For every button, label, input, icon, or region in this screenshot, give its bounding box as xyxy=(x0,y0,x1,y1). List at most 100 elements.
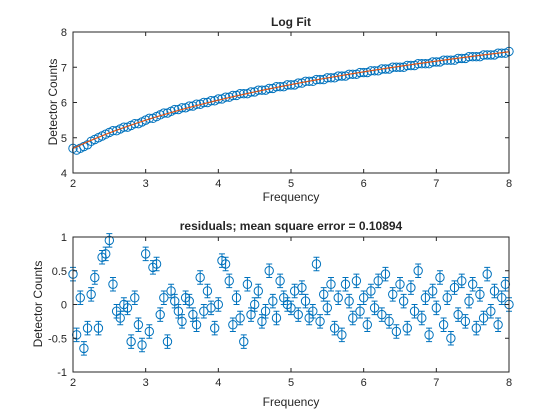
residual-point xyxy=(377,309,387,320)
residual-point xyxy=(369,303,380,313)
residual-point xyxy=(380,269,391,279)
residual-point xyxy=(210,323,220,333)
residual-point xyxy=(355,306,365,316)
residuals-y-tick-label: 0 xyxy=(61,300,67,312)
residual-point xyxy=(231,293,242,303)
residual-point xyxy=(348,313,358,323)
residual-point xyxy=(213,299,224,310)
residual-point xyxy=(115,313,125,323)
top-x-tick-label: 6 xyxy=(361,178,367,190)
residual-point xyxy=(446,333,456,343)
residual-point xyxy=(398,296,409,306)
residual-point xyxy=(170,296,180,306)
residual-point xyxy=(217,255,227,266)
top-plot: 2 3 4 5 6 7 8 4 5 6 7 8 Log Fit Frequency Detector … xyxy=(46,15,514,204)
data-point xyxy=(170,104,180,115)
data-point xyxy=(293,78,303,88)
residuals-x-tick-label: 2 xyxy=(70,377,76,389)
residual-point xyxy=(308,306,318,316)
residuals-x-tick-label: 6 xyxy=(361,377,367,389)
residual-point xyxy=(478,313,489,323)
residual-point xyxy=(293,309,303,320)
residual-point xyxy=(148,262,158,273)
top-x-tick-label: 8 xyxy=(506,178,512,190)
residuals-x-tick-label: 5 xyxy=(288,377,294,389)
residual-point xyxy=(130,293,140,303)
residuals-plot: 2 3 4 5 6 7 8 -1 -0.5 0 0.5 1 residuals; mean squar… xyxy=(31,219,514,409)
residual-point xyxy=(373,276,383,286)
top-y-tick-label: 6 xyxy=(61,98,67,110)
top-y-tick-label: 5 xyxy=(61,133,67,145)
data-point xyxy=(275,81,285,92)
residual-point xyxy=(391,326,402,337)
top-x-tick-label: 2 xyxy=(70,178,76,190)
residual-point xyxy=(497,293,507,303)
residual-point xyxy=(79,343,89,354)
residual-point xyxy=(453,309,463,320)
residual-point xyxy=(471,323,481,333)
data-point xyxy=(322,73,333,83)
residual-point xyxy=(333,293,343,303)
residuals-plot-title: residuals; mean square error = 0.10894 xyxy=(180,219,403,233)
residual-point xyxy=(424,330,434,340)
residual-point xyxy=(119,299,129,310)
residual-point xyxy=(431,303,442,313)
residual-point xyxy=(417,313,427,323)
residual-point xyxy=(409,306,420,316)
residual-point xyxy=(180,293,191,303)
residual-point xyxy=(228,320,238,330)
residual-point xyxy=(384,316,394,327)
data-point xyxy=(130,118,140,129)
residual-point xyxy=(275,276,285,286)
residual-point xyxy=(166,286,176,296)
residual-point xyxy=(239,336,249,347)
residual-point xyxy=(224,276,234,286)
data-point xyxy=(344,69,354,80)
top-axes-layer: 2 3 4 5 6 7 8 4 5 6 7 8 xyxy=(61,27,512,190)
residual-point xyxy=(489,286,500,296)
residual-point xyxy=(97,252,107,262)
residual-point xyxy=(464,296,474,306)
residual-point xyxy=(133,320,144,330)
residual-point xyxy=(86,289,96,300)
residual-point xyxy=(402,323,412,333)
residual-point xyxy=(184,296,194,306)
top-x-axis-label: Frequency xyxy=(263,190,320,204)
top-plot-title: Log Fit xyxy=(271,15,311,29)
residual-point xyxy=(442,293,452,303)
residuals-x-tick-label: 4 xyxy=(215,377,221,389)
residual-point xyxy=(173,306,184,316)
residual-point xyxy=(493,320,503,330)
residual-point xyxy=(475,289,485,300)
residuals-data-layer xyxy=(68,233,514,356)
residual-point xyxy=(344,296,354,306)
residual-point xyxy=(500,279,511,289)
residual-point xyxy=(315,316,325,327)
top-x-tick-label: 4 xyxy=(215,178,221,190)
data-point xyxy=(108,126,118,136)
residual-point xyxy=(388,289,398,300)
residual-point xyxy=(420,293,431,303)
top-plot-area xyxy=(73,32,509,173)
residual-point xyxy=(362,320,372,330)
residual-point xyxy=(395,279,405,289)
residual-point xyxy=(93,323,104,333)
top-y-axis-label: Detector Counts xyxy=(46,59,60,146)
residual-point xyxy=(358,293,369,303)
residual-point xyxy=(104,235,115,246)
residual-point xyxy=(195,272,205,283)
residual-point xyxy=(191,320,202,330)
residuals-x-tick-label: 8 xyxy=(506,377,512,389)
residual-point xyxy=(177,316,187,327)
residual-point xyxy=(286,303,296,313)
residual-point xyxy=(122,303,133,313)
residual-point xyxy=(322,303,333,313)
residual-point xyxy=(326,279,336,289)
residual-point xyxy=(235,313,245,323)
residual-point xyxy=(366,286,376,296)
residuals-x-tick-label: 7 xyxy=(433,377,439,389)
residual-point xyxy=(260,306,271,316)
residual-point xyxy=(460,316,471,327)
data-point xyxy=(333,71,343,81)
top-x-tick-label: 7 xyxy=(433,178,439,190)
